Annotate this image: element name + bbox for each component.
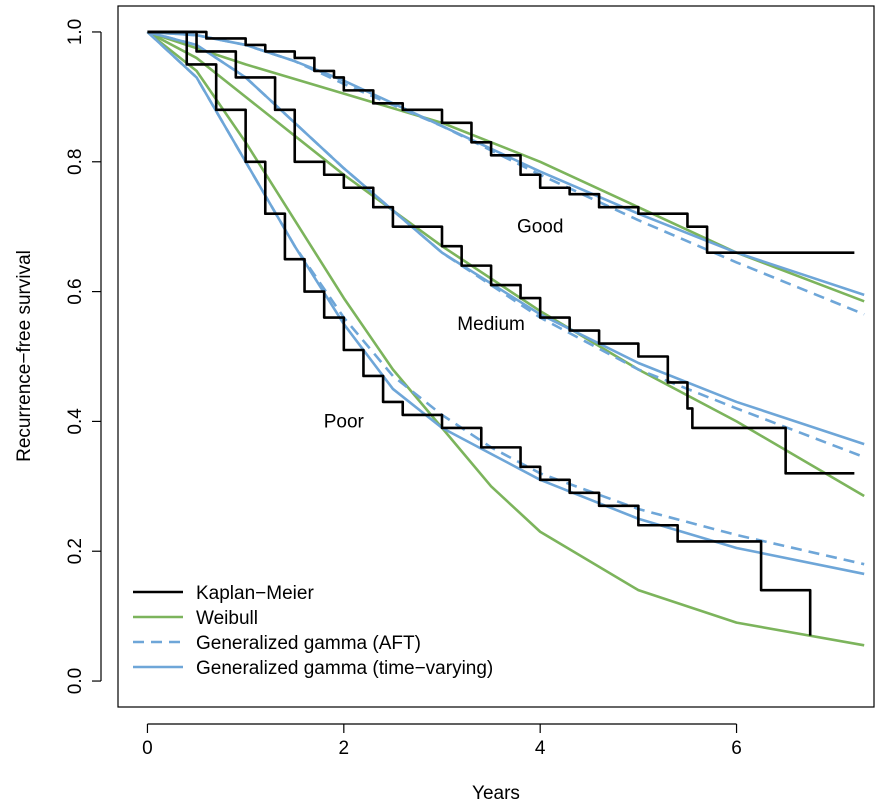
x-tick-label: 2	[339, 738, 350, 759]
y-tick-label: 0.0	[65, 668, 86, 694]
legend-label: Weibull	[196, 608, 258, 629]
legend: Kaplan−Meier Weibull Generalized gamma (AF…	[133, 583, 493, 679]
group-label-good: Good	[517, 217, 563, 238]
group-label-medium: Medium	[457, 314, 525, 335]
series-line-poor-kaplan-meier	[147, 30, 812, 636]
series-line-poor-generalized-gamma-time-varying	[146, 31, 865, 576]
legend-label: Generalized gamma (time−varying)	[196, 658, 493, 679]
group-label-poor: Poor	[324, 411, 365, 432]
legend-label: Generalized gamma (AFT)	[196, 633, 421, 654]
series-line-good-generalized-gamma-time-varying	[147, 30, 865, 297]
y-tick-label: 1.0	[65, 19, 86, 45]
y-tick-label: 0.8	[65, 149, 86, 175]
y-tick-label: 0.2	[65, 538, 86, 564]
y-tick-label: 0.6	[65, 278, 86, 304]
series-line-good-kaplan-meier	[147, 30, 855, 254]
x-tick-label: 6	[731, 738, 742, 759]
x-tick-label: 4	[535, 738, 546, 759]
series-line-good-weibull	[147, 30, 865, 303]
y-tick-label: 0.4	[65, 408, 86, 435]
series-line-poor-generalized-gamma-aft	[146, 31, 865, 566]
series-line-good-generalized-gamma-aft	[147, 30, 865, 316]
series-layer	[146, 30, 865, 647]
series-line-medium-generalized-gamma-aft	[147, 30, 865, 459]
series-line-poor-weibull	[146, 30, 865, 647]
annotations: Good Medium Poor	[324, 217, 564, 433]
series-line-medium-kaplan-meier	[147, 30, 855, 475]
axes: 0 2 4 6 0.0 0.2 0.4 0.6 0.8 1.0	[65, 5, 875, 759]
legend-label: Kaplan−Meier	[196, 583, 314, 604]
series-line-medium-generalized-gamma-time-varying	[147, 30, 865, 446]
plot-frame	[117, 5, 875, 708]
x-axis-label: Years	[472, 783, 520, 804]
y-axis-label: Recurrence−free survival	[14, 250, 35, 462]
series-line-medium-weibull	[146, 30, 865, 498]
x-tick-label: 0	[142, 738, 153, 759]
